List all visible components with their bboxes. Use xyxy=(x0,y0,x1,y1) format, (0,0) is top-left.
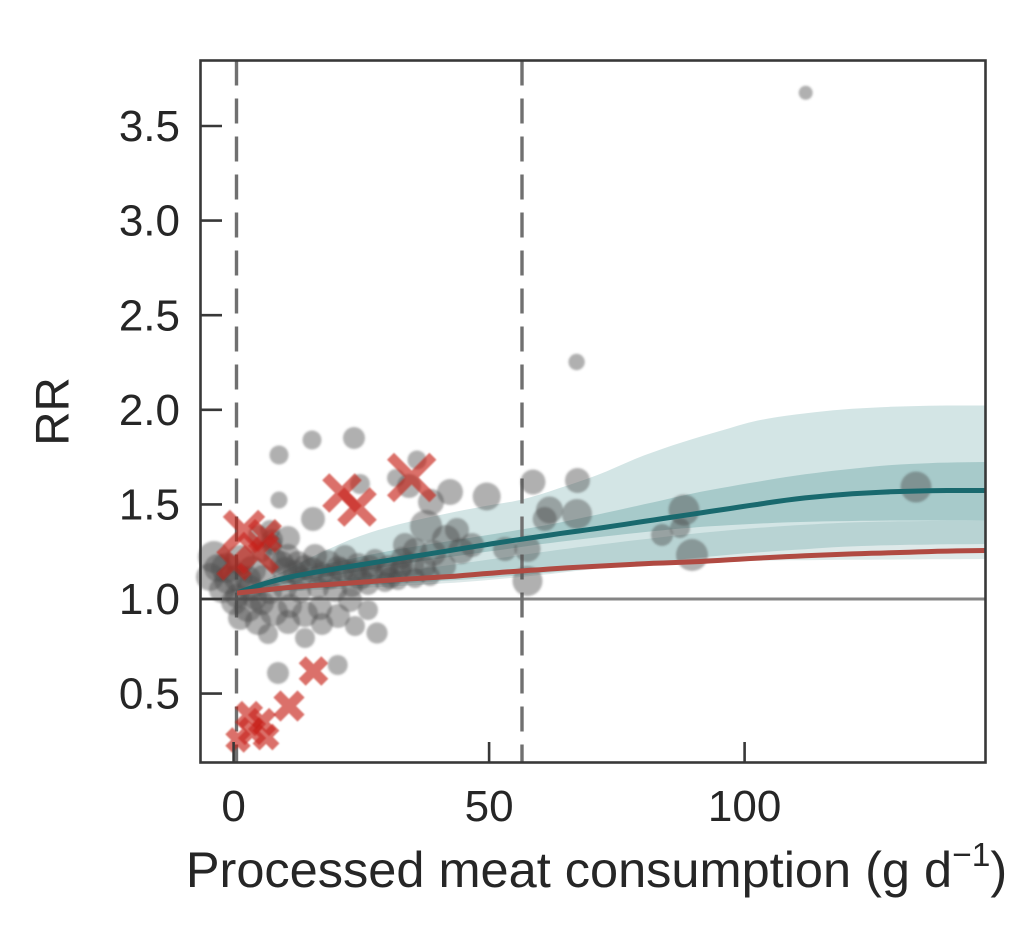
svg-text:50: 50 xyxy=(465,782,514,831)
svg-text:Processed meat consumption (g: Processed meat consumption (g d−1) xyxy=(186,837,1007,898)
svg-text:0: 0 xyxy=(221,782,245,831)
svg-text:0.5: 0.5 xyxy=(119,670,180,719)
svg-text:2.0: 2.0 xyxy=(119,386,180,435)
svg-text:RR: RR xyxy=(27,377,80,446)
svg-text:1.5: 1.5 xyxy=(119,481,180,530)
svg-text:1.0: 1.0 xyxy=(119,575,180,624)
svg-text:3.5: 3.5 xyxy=(119,102,180,151)
svg-text:100: 100 xyxy=(708,782,781,831)
svg-text:3.0: 3.0 xyxy=(119,197,180,246)
svg-text:2.5: 2.5 xyxy=(119,291,180,340)
